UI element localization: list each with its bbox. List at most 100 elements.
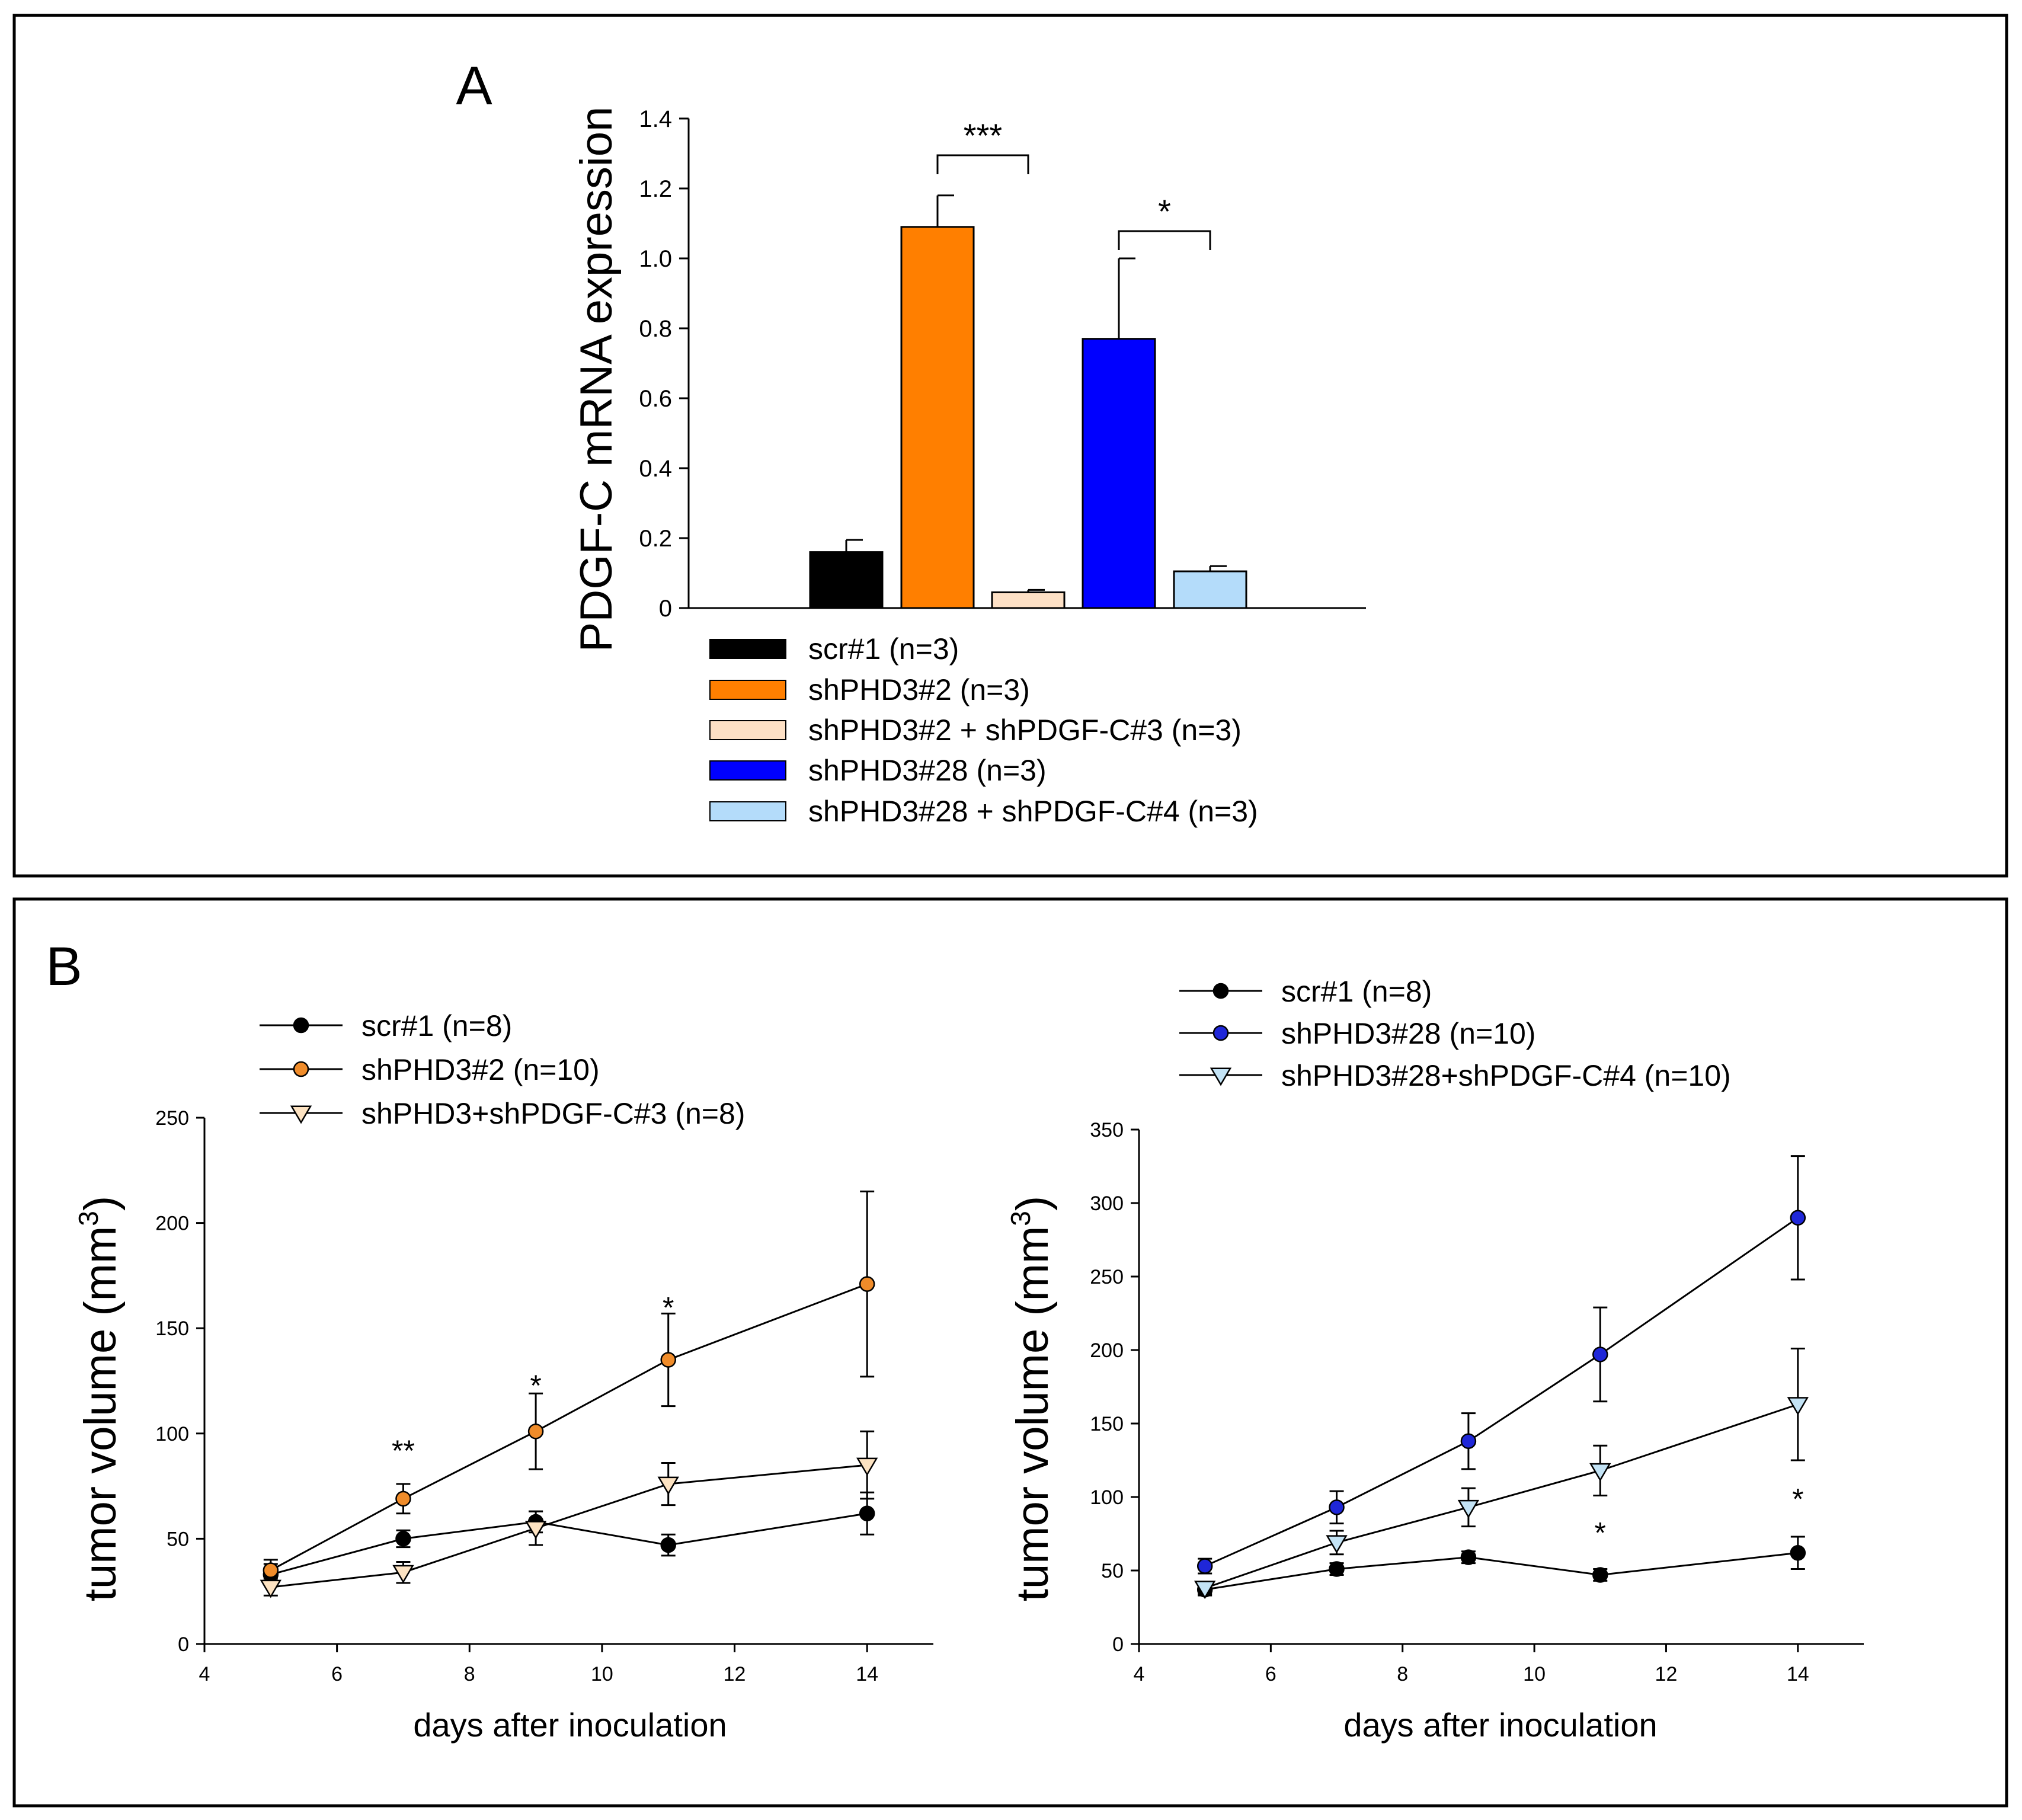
legend-label-4: shPHD3#28 + shPDGF-C#4 (n=3) bbox=[808, 795, 1258, 828]
b-right-ylabel: tumor volume (mm3) bbox=[1005, 1196, 1058, 1601]
b-right-legend: scr#1 (n=8) shPHD3#28 (n=10) shPHD3#28+shP… bbox=[1179, 975, 1731, 1092]
b-left-annotations: **** bbox=[392, 1291, 674, 1468]
x-tick-label: 8 bbox=[464, 1663, 475, 1685]
legend-swatch-0 bbox=[709, 639, 786, 659]
x-tick-label: 6 bbox=[1265, 1663, 1276, 1685]
y-tick-label: 200 bbox=[155, 1213, 189, 1235]
b-right-annotations: ** bbox=[1595, 1482, 1804, 1549]
data-point bbox=[859, 1505, 875, 1522]
legend-marker-2 bbox=[1210, 1067, 1232, 1086]
legend-label-3: shPHD3#28 (n=3) bbox=[808, 754, 1047, 787]
annotation-0: ** bbox=[392, 1434, 415, 1467]
data-point bbox=[1196, 1558, 1213, 1574]
significance-bracket-0 bbox=[936, 154, 1029, 174]
legend-label-0: scr#1 (n=8) bbox=[361, 1009, 512, 1042]
bar-3 bbox=[1082, 338, 1156, 609]
x-tick-label: 12 bbox=[724, 1663, 746, 1685]
b-left-ylabel-main: tumor volume (mm bbox=[75, 1226, 126, 1601]
legend-label-2: shPHD3#28+shPDGF-C#4 (n=10) bbox=[1281, 1059, 1731, 1092]
data-point bbox=[392, 1565, 414, 1584]
y-tick-label: 150 bbox=[155, 1317, 189, 1340]
x-tick-label: 10 bbox=[1523, 1663, 1546, 1685]
annotation-1: * bbox=[530, 1369, 541, 1402]
bar-1 bbox=[900, 226, 975, 609]
x-tick-label: 4 bbox=[1134, 1663, 1145, 1685]
b-right-axes: 4 6 8 10 12 14 0 50 100 150 200 250 300 350 bbox=[1090, 1119, 1864, 1685]
legend-swatch-3 bbox=[709, 760, 786, 781]
data-point bbox=[260, 1579, 282, 1598]
legend-label-1: shPHD3#2 (n=3) bbox=[808, 673, 1030, 706]
y-tick-label: 50 bbox=[1101, 1560, 1124, 1582]
legend-marker-0 bbox=[1212, 983, 1229, 999]
y-tick-label: 250 bbox=[155, 1107, 189, 1130]
data-point bbox=[856, 1457, 878, 1476]
data-point bbox=[263, 1562, 279, 1578]
legend-swatch-1 bbox=[709, 680, 786, 700]
data-point bbox=[1194, 1581, 1216, 1600]
b-right-xlabel: days after inoculation bbox=[1343, 1706, 1657, 1744]
y-tick-label: 300 bbox=[1090, 1192, 1124, 1215]
y-tick-label: 150 bbox=[1090, 1413, 1124, 1435]
panel-b-label: B bbox=[46, 936, 82, 997]
x-tick-label: 14 bbox=[1787, 1663, 1809, 1685]
significance-label-0: *** bbox=[964, 117, 1002, 154]
y-tick-label: 1.2 bbox=[639, 176, 672, 202]
data-point bbox=[1787, 1397, 1809, 1416]
legend-swatch-2 bbox=[709, 720, 786, 740]
legend-label-0: scr#1 (n=8) bbox=[1281, 975, 1432, 1008]
y-tick-label: 0 bbox=[178, 1633, 189, 1656]
annotation-0: * bbox=[1595, 1517, 1606, 1550]
significance-bracket-1 bbox=[1118, 230, 1211, 250]
annotation-1: * bbox=[1792, 1482, 1803, 1515]
b-right-series bbox=[1194, 1155, 1809, 1600]
y-tick-label: 0 bbox=[659, 596, 672, 622]
y-tick-label: 200 bbox=[1090, 1339, 1124, 1362]
data-point bbox=[527, 1423, 544, 1440]
data-point bbox=[660, 1352, 676, 1368]
annotation-2: * bbox=[663, 1291, 674, 1325]
x-tick-label: 12 bbox=[1655, 1663, 1678, 1685]
significance-label-1: * bbox=[1158, 193, 1171, 230]
y-tick-label: 1.4 bbox=[639, 106, 672, 132]
b-left-axes: 4 6 8 10 12 14 0 50 100 150 200 250 bbox=[155, 1107, 933, 1685]
data-point bbox=[1460, 1549, 1477, 1565]
b-left-ylabel: tumor volume (mm3) bbox=[73, 1196, 126, 1601]
y-tick-label: 100 bbox=[1090, 1486, 1124, 1509]
data-point bbox=[1589, 1463, 1611, 1482]
data-point bbox=[657, 1476, 679, 1495]
panel-a-legend: scr#1 (n=3) shPHD3#2 (n=3) shPHD3#2 + shPD… bbox=[709, 632, 1258, 828]
y-tick-label: 0.6 bbox=[639, 386, 672, 412]
y-tick-label: 50 bbox=[167, 1528, 189, 1550]
b-right-ylabel-sup: 3 bbox=[1005, 1211, 1036, 1226]
panel-b-right-chart: days after inoculation tumor volume (mm3… bbox=[1005, 975, 1864, 1744]
y-tick-label: 1.0 bbox=[639, 246, 672, 272]
data-point bbox=[859, 1276, 875, 1292]
y-tick-label: 0.4 bbox=[639, 456, 672, 482]
data-point bbox=[524, 1521, 547, 1540]
y-tick-label: 0.2 bbox=[639, 526, 672, 552]
data-point bbox=[395, 1490, 411, 1507]
panel-b-frame bbox=[12, 897, 2008, 1808]
legend-marker-1 bbox=[293, 1061, 309, 1077]
b-left-ylabel-sup: 3 bbox=[73, 1211, 104, 1226]
b-left-legend: scr#1 (n=8) shPHD3#2 (n=10) shPHD3+shPDGF-… bbox=[260, 1009, 745, 1130]
data-point bbox=[1329, 1499, 1345, 1515]
b-left-series bbox=[260, 1190, 878, 1598]
data-point bbox=[1329, 1561, 1345, 1577]
data-point bbox=[1790, 1544, 1806, 1561]
x-tick-label: 10 bbox=[591, 1663, 613, 1685]
panel-a-label: A bbox=[456, 56, 492, 116]
bar-2 bbox=[991, 591, 1066, 609]
legend-label-1: shPHD3#28 (n=10) bbox=[1281, 1017, 1535, 1050]
data-point bbox=[660, 1537, 676, 1553]
legend-label-0: scr#1 (n=3) bbox=[808, 632, 959, 666]
y-tick-label: 350 bbox=[1090, 1119, 1124, 1141]
legend-label-1: shPHD3#2 (n=10) bbox=[361, 1053, 600, 1086]
panel-a-significance: **** bbox=[936, 117, 1211, 250]
data-point bbox=[1460, 1433, 1477, 1450]
legend-label-2: shPHD3+shPDGF-C#3 (n=8) bbox=[361, 1097, 745, 1130]
data-point bbox=[1457, 1499, 1480, 1518]
legend-label-2: shPHD3#2 + shPDGF-C#3 (n=3) bbox=[808, 714, 1242, 747]
y-tick-label: 250 bbox=[1090, 1266, 1124, 1288]
